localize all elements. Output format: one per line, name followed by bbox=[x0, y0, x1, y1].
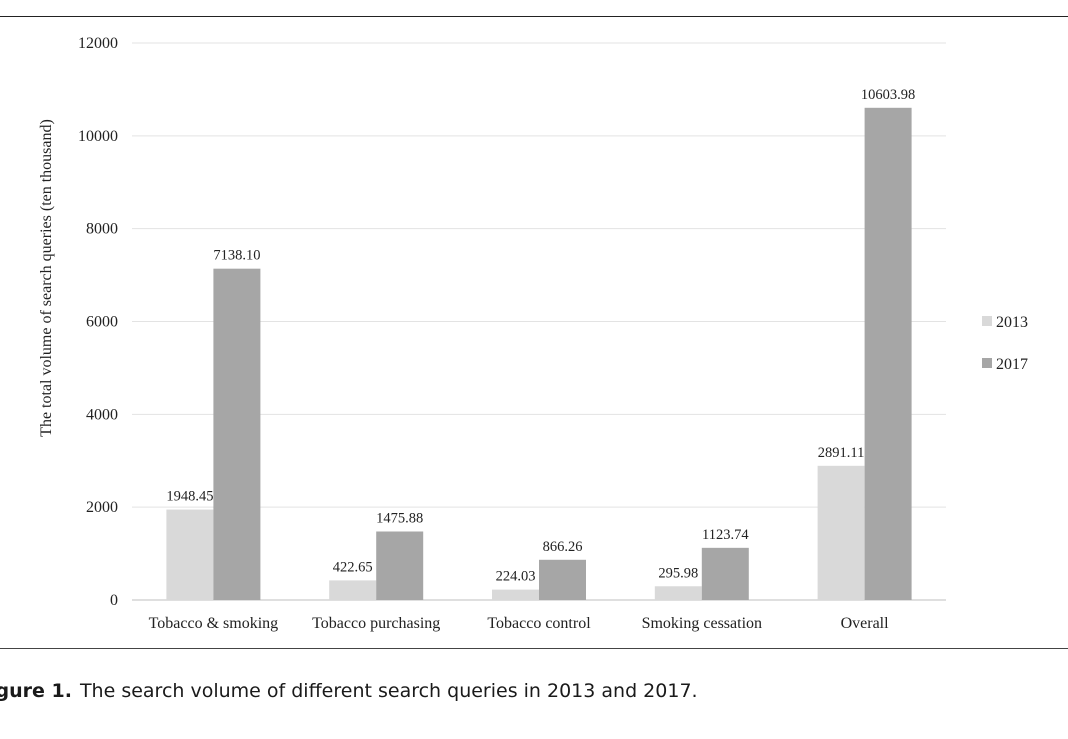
top-rule bbox=[0, 16, 1068, 17]
bar-2013-0 bbox=[166, 509, 214, 600]
x-category-label: Overall bbox=[841, 615, 890, 632]
bar-2017-0 bbox=[213, 268, 261, 600]
y-axis-title: The total volume of search queries (ten … bbox=[38, 119, 55, 437]
bar-chart: 0 2000 4000 6000 8000 10000 12000 The total vo… bbox=[38, 35, 1028, 632]
bar-2017-4 bbox=[864, 107, 912, 601]
bar-2013-4 bbox=[817, 465, 865, 600]
data-label: 866.26 bbox=[543, 539, 583, 555]
data-label: 422.65 bbox=[333, 559, 373, 575]
y-tick-label: 2000 bbox=[86, 499, 118, 516]
gridlines bbox=[132, 42, 946, 601]
bar-2017-2 bbox=[539, 559, 586, 600]
data-label: 10603.98 bbox=[861, 87, 915, 103]
legend-swatch-2017 bbox=[982, 358, 992, 368]
bottom-rule bbox=[0, 648, 1068, 649]
data-label: 7138.10 bbox=[213, 248, 260, 264]
x-category-label: Tobacco purchasing bbox=[312, 615, 440, 632]
bar-2013-2 bbox=[492, 589, 539, 600]
data-label: 1475.88 bbox=[376, 510, 423, 526]
bar-2017-3 bbox=[701, 547, 749, 600]
caption-text: The search volume of different search qu… bbox=[79, 680, 698, 702]
bars: 1948.45 7138.10 422.65 1475.88 224.03 866.26 2… bbox=[166, 87, 915, 601]
data-label: 295.98 bbox=[658, 565, 698, 581]
y-tick-label: 6000 bbox=[86, 314, 118, 331]
y-tick-label: 0 bbox=[110, 592, 118, 609]
legend-swatch-2013 bbox=[982, 316, 992, 326]
bar-2013-3 bbox=[654, 586, 702, 600]
y-axis-ticks: 0 2000 4000 6000 8000 10000 12000 bbox=[78, 35, 118, 609]
bar-2013-1 bbox=[329, 580, 377, 600]
caption-label: Figure 1. bbox=[0, 680, 72, 702]
y-tick-label: 10000 bbox=[78, 128, 118, 145]
data-label: 224.03 bbox=[496, 569, 536, 585]
x-category-label: Tobacco control bbox=[487, 615, 591, 632]
x-category-label: Tobacco & smoking bbox=[149, 615, 279, 632]
y-tick-label: 4000 bbox=[86, 406, 118, 423]
figure-caption: Figure 1. The search volume of different … bbox=[0, 680, 1068, 702]
y-tick-label: 12000 bbox=[78, 35, 118, 52]
legend-label-2017: 2017 bbox=[996, 356, 1028, 373]
legend-label-2013: 2013 bbox=[996, 314, 1028, 331]
data-label: 1948.45 bbox=[166, 489, 213, 505]
data-label: 1123.74 bbox=[702, 527, 749, 543]
y-tick-label: 8000 bbox=[86, 221, 118, 238]
legend: 2013 2017 bbox=[982, 314, 1028, 373]
bar-2017-1 bbox=[376, 531, 424, 600]
category-labels: Tobacco & smoking Tobacco purchasing Tobac… bbox=[149, 615, 890, 632]
x-category-label: Smoking cessation bbox=[642, 615, 762, 632]
data-label: 2891.11 bbox=[818, 445, 865, 461]
